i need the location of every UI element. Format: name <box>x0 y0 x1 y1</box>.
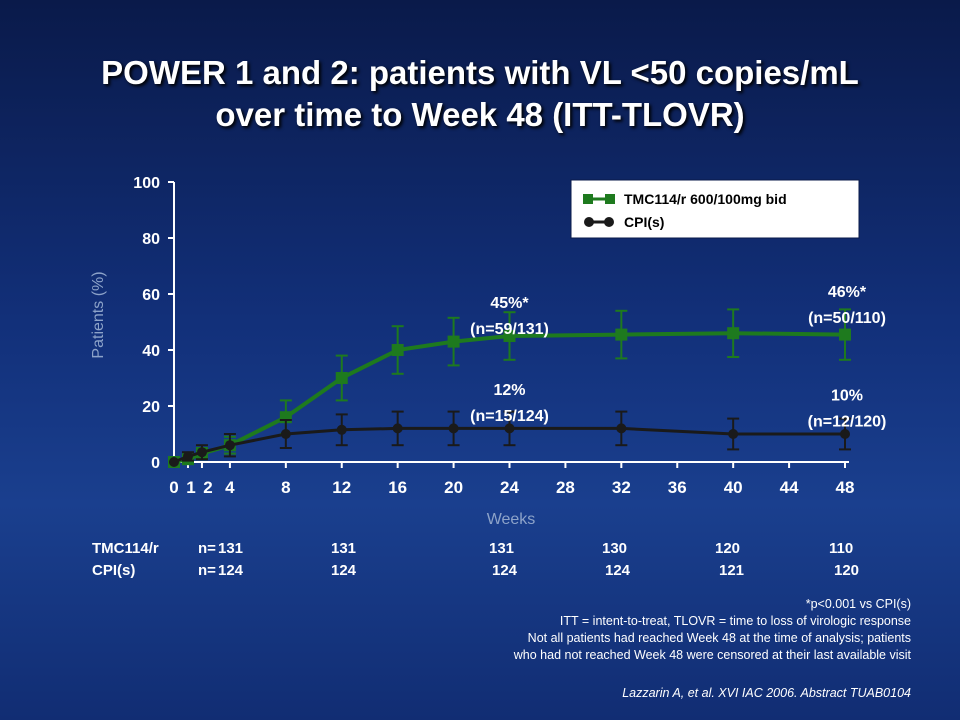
n-value: 121 <box>719 562 745 579</box>
x-tick-label: 32 <box>612 478 631 497</box>
n-value: 124 <box>331 562 357 579</box>
n-value: 124 <box>218 562 244 579</box>
data-annotation: 45%* <box>490 295 529 312</box>
data-point-circle <box>224 440 235 451</box>
x-tick-label: 40 <box>724 478 743 497</box>
x-tick-label: 1 <box>186 478 195 497</box>
n-row-label: CPI(s) <box>92 562 136 579</box>
slide-title: POWER 1 and 2: patients with VL <50 copi… <box>0 52 960 136</box>
data-point-square <box>839 328 851 341</box>
n-value: 120 <box>715 540 741 557</box>
n-value: 130 <box>602 540 628 557</box>
x-tick-label: 2 <box>203 478 212 497</box>
x-axis-label: Weeks <box>487 511 536 528</box>
legend-marker-square <box>605 194 615 204</box>
footnote: ITT = intent-to-treat, TLOVR = time to l… <box>559 614 911 628</box>
x-tick-label: 44 <box>780 478 799 497</box>
data-point-square <box>727 327 740 340</box>
n-row-prefix: n= <box>198 562 216 579</box>
x-tick-label: 0 <box>169 478 178 497</box>
data-annotation: 10% <box>831 387 863 404</box>
y-tick-label: 60 <box>142 287 160 304</box>
data-point-square <box>391 344 404 356</box>
data-point-square <box>335 372 348 384</box>
n-row-cpi: CPI(s) n= 124 124 124 124 121 120 <box>92 562 892 584</box>
footnote: Not all patients had reached Week 48 at … <box>527 631 911 645</box>
data-point-square <box>447 335 460 348</box>
y-tick-label: 80 <box>142 231 160 248</box>
data-annotation: (n=59/131) <box>470 321 549 338</box>
legend-marker-circle <box>604 217 614 227</box>
data-annotation: (n=50/110) <box>808 310 886 327</box>
data-annotation: (n=12/120) <box>808 413 887 430</box>
data-point-circle <box>504 423 515 434</box>
x-tick-label: 24 <box>500 478 519 497</box>
data-point-circle <box>182 451 193 462</box>
data-point-circle <box>169 457 179 467</box>
x-tick-label: 28 <box>556 478 575 497</box>
x-tick-label: 36 <box>668 478 687 497</box>
y-tick-label: 20 <box>142 399 160 416</box>
n-value: 124 <box>492 562 518 579</box>
data-point-circle <box>616 423 627 434</box>
n-value: 120 <box>834 562 860 579</box>
n-value: 131 <box>331 540 357 557</box>
data-point-circle <box>280 429 291 439</box>
x-tick-label: 12 <box>332 478 351 497</box>
data-point-circle <box>728 429 739 439</box>
y-axis-label: Patients (%) <box>90 271 107 358</box>
data-annotation: 46%* <box>828 284 867 301</box>
y-tick-label: 40 <box>142 343 160 360</box>
footnotes: *p<0.001 vs CPI(s) ITT = intent-to-treat… <box>514 596 911 664</box>
citation: Lazzarin A, et al. XVI IAC 2006. Abstrac… <box>622 686 911 700</box>
slide-title-line1: POWER 1 and 2: patients with VL <50 copi… <box>101 54 859 91</box>
x-tick-label: 8 <box>281 478 290 497</box>
n-value: 131 <box>489 540 515 557</box>
x-tick-label: 16 <box>388 478 407 497</box>
x-tick-label: 4 <box>225 478 235 497</box>
legend-label: TMC114/r 600/100mg bid <box>624 191 787 207</box>
data-annotation: 12% <box>493 382 525 399</box>
legend-label: CPI(s) <box>624 214 664 230</box>
data-point-circle <box>840 429 850 439</box>
n-row-tmc114: TMC114/r n= 131 131 131 130 120 110 <box>92 540 892 562</box>
y-tick-label: 0 <box>151 455 160 472</box>
data-point-square <box>503 330 516 342</box>
n-row-prefix: n= <box>198 540 216 557</box>
data-point-square <box>615 328 628 341</box>
n-row-label: TMC114/r <box>92 540 159 557</box>
legend-box <box>570 179 860 239</box>
legend-marker-square <box>583 194 593 204</box>
y-tick-label: 100 <box>133 175 160 192</box>
data-point-circle <box>336 424 347 435</box>
data-point-circle <box>392 423 403 434</box>
patient-count-table: TMC114/r n= 131 131 131 130 120 110 CPI(… <box>92 540 892 584</box>
slide-title-line2: over time to Week 48 (ITT-TLOVR) <box>215 96 745 133</box>
data-annotation: (n=15/124) <box>470 408 549 425</box>
n-value: 110 <box>829 540 854 557</box>
footnote: who had not reached Week 48 were censore… <box>513 648 911 662</box>
x-tick-label: 20 <box>444 478 463 497</box>
n-value: 124 <box>605 562 631 579</box>
x-tick-label: 48 <box>836 478 855 497</box>
data-point-circle <box>448 423 459 434</box>
footnote: *p<0.001 vs CPI(s) <box>805 597 911 611</box>
n-value: 131 <box>218 540 244 557</box>
legend-marker-circle <box>584 217 594 227</box>
data-point-circle <box>196 447 207 458</box>
